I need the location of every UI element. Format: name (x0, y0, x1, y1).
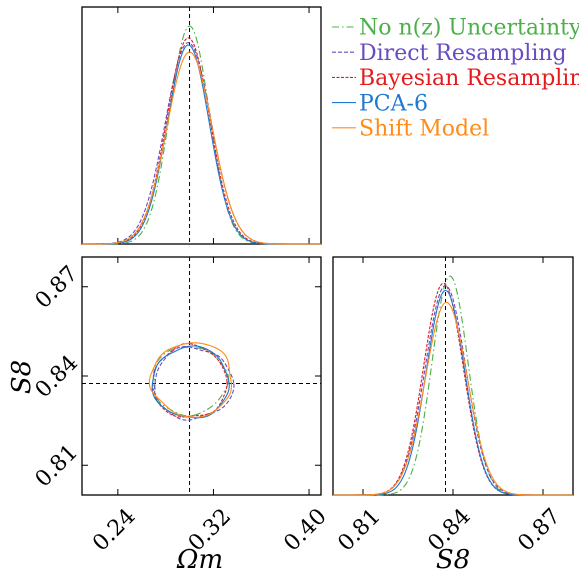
s8-curve-pca-6 (333, 289, 573, 496)
legend-label-no-n-z-uncertainty: No n(z) Uncertainty (359, 16, 579, 41)
omega-m-contour-x-tick-label: 0.24 (88, 504, 140, 556)
legend-label-bayesian-resampling: Bayesian Resampling (359, 66, 579, 91)
legend-label-pca-6: PCA-6 (359, 91, 428, 116)
x-axis-label-s8: S8 (436, 545, 470, 575)
omega-m-s8-contour-panel: 0.24 0.32 0.400.810.840.87 (31, 256, 332, 556)
x-axis-label-omega-m: Ωm (176, 545, 223, 575)
omega-m-s8-contour-frame (81, 256, 322, 496)
s8-curve-bayesian-resampling (333, 282, 573, 496)
legend-label-direct-resampling: Direct Resampling (359, 41, 567, 66)
omega-m-marginal-panel (81, 6, 322, 245)
contour-shift-model (148, 342, 233, 418)
s8-contour-y-tick-label: 0.84 (31, 351, 83, 403)
s8-marginal-x-tick-label: 0.87 (513, 504, 565, 556)
contour-pca-6 (151, 345, 230, 419)
s8-contour-y-tick-label: 0.87 (31, 261, 83, 313)
omega-m-marginal-frame (81, 6, 322, 245)
omega-m-curve-shift-model (82, 51, 321, 245)
s8-marginal-frame (332, 256, 574, 496)
s8-marginal-panel: 0.81 0.84 0.87 (332, 256, 574, 556)
omega-m-curve-bayesian-resampling (82, 37, 321, 245)
y-axis-label-s8: S8 (7, 360, 37, 394)
s8-curve-shift-model (333, 301, 573, 496)
s8-marginal-x-tick-label: 0.81 (333, 504, 385, 556)
omega-m-curve-no-n-z-uncertainty (82, 25, 321, 245)
s8-contour-y-tick-label: 0.81 (31, 440, 83, 492)
s8-curve-direct-resampling (333, 284, 573, 496)
omega-m-contour-x-tick-label: 0.40 (279, 504, 331, 556)
contour-no-n-z-uncertainty (153, 346, 230, 417)
legend-label-shift-model: Shift Model (359, 117, 489, 142)
